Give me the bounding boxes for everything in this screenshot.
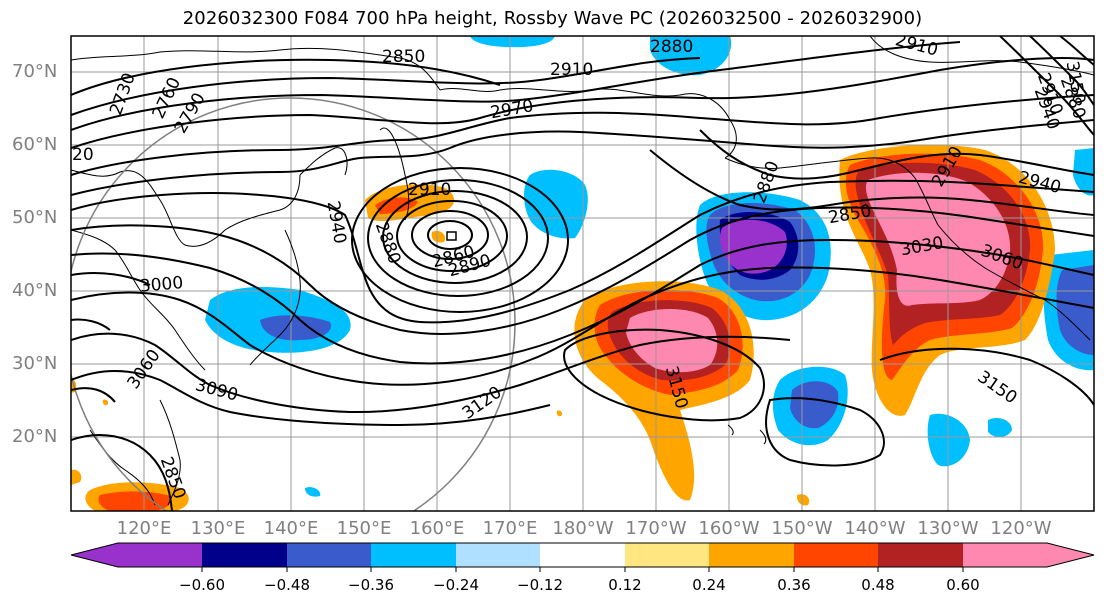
lat-label-40n: 40°N xyxy=(12,280,58,301)
lon-label: 170°W xyxy=(625,518,687,539)
lon-label: 130°W xyxy=(917,518,979,539)
lon-label: 160°W xyxy=(698,518,760,539)
contour-label: 2910 xyxy=(550,60,593,80)
lon-label: 150°W xyxy=(771,518,833,539)
lon-label: 120°W xyxy=(990,518,1052,539)
lat-label-70n: 70°N xyxy=(12,61,58,82)
colorbar-extend-high xyxy=(1047,543,1094,567)
colorbar-extend-low xyxy=(71,543,118,567)
colorbar-tick-label: 0.48 xyxy=(861,576,895,594)
lon-label: 160°E xyxy=(409,518,465,539)
contour-label: 2910 xyxy=(408,180,451,200)
colorbar-tick-label: −0.48 xyxy=(264,576,310,594)
lon-label: 130°E xyxy=(190,518,246,539)
colorbar xyxy=(70,542,1095,572)
contour-label: 2850 xyxy=(382,47,425,67)
contour-label: 20 xyxy=(72,145,94,165)
lat-label-30n: 30°N xyxy=(12,353,58,374)
lon-label: 120°E xyxy=(116,518,172,539)
anomaly-shading xyxy=(71,36,1094,511)
colorbar-tick-label: −0.60 xyxy=(179,576,225,594)
lat-label-20n: 20°N xyxy=(12,426,58,447)
lon-label: 140°E xyxy=(263,518,319,539)
lon-label: 140°W xyxy=(844,518,906,539)
lon-label: 180°W xyxy=(552,518,614,539)
contour-label: 2880 xyxy=(650,37,693,57)
lon-label: 170°E xyxy=(482,518,538,539)
map-title: 2026032300 F084 700 hPa height, Rossby W… xyxy=(182,8,923,29)
lat-label-60n: 60°N xyxy=(12,134,58,155)
colorbar-tick-label: 0.60 xyxy=(946,576,980,594)
colorbar-tick-label: 0.36 xyxy=(777,576,811,594)
negative-anomaly-north-pacific xyxy=(524,169,588,239)
lat-label-50n: 50°N xyxy=(12,207,58,228)
colorbar-tick-label: −0.24 xyxy=(433,576,479,594)
colorbar-tick-label: −0.36 xyxy=(348,576,394,594)
contour-label: 3000 xyxy=(139,273,184,297)
lon-label: 150°E xyxy=(336,518,392,539)
range-circle xyxy=(71,97,516,511)
colorbar-tick-label: −0.12 xyxy=(517,576,563,594)
graticule xyxy=(71,36,1094,511)
colorbar-tick-label: 0.24 xyxy=(692,576,726,594)
map-frame xyxy=(70,35,1095,512)
colorbar-tick-label: 0.12 xyxy=(608,576,642,594)
height-contours xyxy=(71,36,1094,511)
